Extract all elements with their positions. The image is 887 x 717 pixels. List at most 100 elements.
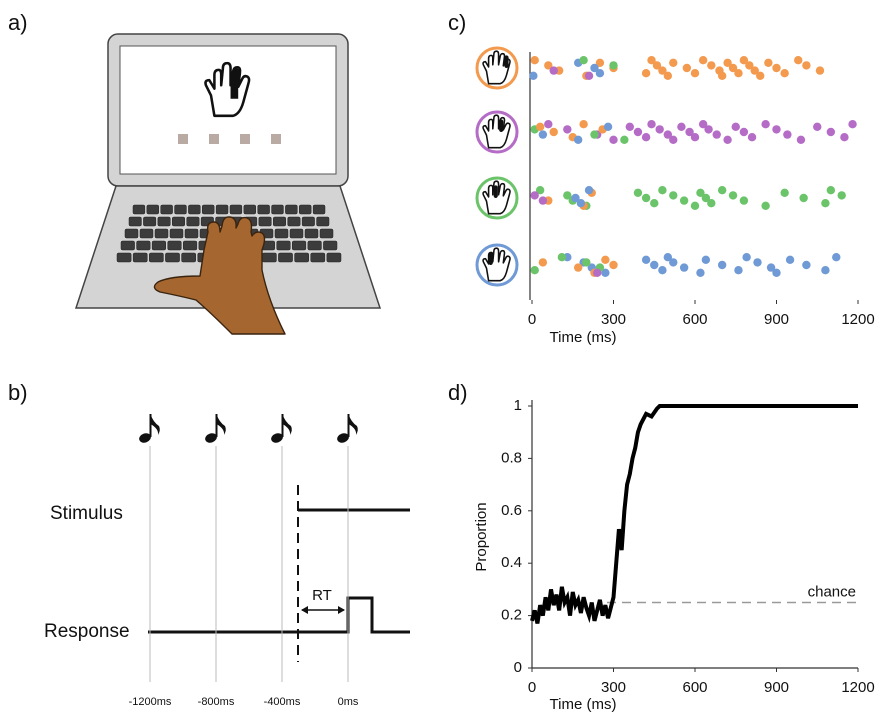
key (183, 241, 197, 250)
key (288, 217, 300, 226)
time-tick-label: -800ms (198, 696, 235, 708)
dot (531, 266, 539, 274)
dot (707, 61, 715, 69)
key (262, 253, 276, 262)
x-tick-label: 900 (764, 311, 789, 328)
key (182, 253, 196, 262)
y-tick-label: 1 (514, 397, 522, 414)
key (172, 217, 184, 226)
dot (536, 123, 544, 131)
dot (579, 120, 587, 128)
dot (772, 125, 780, 133)
dot (748, 133, 756, 141)
dot (563, 125, 571, 133)
time-tick-label: 0ms (338, 696, 359, 708)
dot (642, 69, 650, 77)
key (308, 241, 322, 250)
panel-label: d) (448, 380, 468, 405)
key (121, 241, 135, 250)
dot (539, 196, 547, 204)
dot (691, 69, 699, 77)
dot (544, 120, 552, 128)
cue-square (240, 134, 250, 144)
dot (539, 130, 547, 138)
key (258, 205, 270, 214)
key (299, 205, 311, 214)
key (155, 229, 168, 238)
dot (797, 136, 805, 144)
dot (827, 128, 835, 136)
cue-square (178, 134, 188, 144)
dot (574, 263, 582, 271)
panel-label: a) (8, 10, 28, 35)
time-tick-label: -400ms (264, 696, 301, 708)
dot (718, 186, 726, 194)
key (273, 217, 285, 226)
page: { "panel_labels": ["a)", "b)", "c)", "d)… (0, 0, 887, 717)
key (137, 241, 151, 250)
note-flag (283, 414, 292, 435)
y-tick-label: 0.6 (501, 502, 522, 519)
dot (761, 202, 769, 210)
x-tick-label: 300 (601, 679, 626, 696)
key (175, 205, 187, 214)
dot (634, 189, 642, 197)
dot (742, 253, 750, 261)
chance-label: chance (808, 583, 856, 600)
x-tick-label: 600 (682, 679, 707, 696)
dot (740, 196, 748, 204)
panel-label: b) (8, 380, 28, 405)
dot (704, 125, 712, 133)
dot (601, 256, 609, 264)
dot (680, 263, 688, 271)
dot (609, 261, 617, 269)
dot (650, 261, 658, 269)
key (230, 205, 242, 214)
y-tick-label: 0.4 (501, 554, 522, 571)
response-label: Response (44, 621, 130, 642)
dot (707, 199, 715, 207)
key (311, 253, 325, 262)
dot (626, 123, 634, 131)
dot (813, 123, 821, 131)
key (170, 229, 183, 238)
note-flag (349, 414, 358, 435)
dot (699, 56, 707, 64)
dot (821, 266, 829, 274)
figure: a) b) c) d) Stimulus Response RT -1200ms… (0, 0, 887, 717)
key (272, 205, 284, 214)
rt-label: RT (312, 587, 332, 604)
x-tick-label: 0 (528, 679, 536, 696)
dot (848, 120, 856, 128)
dot (723, 136, 731, 144)
dot (585, 186, 593, 194)
highlighted-finger (494, 185, 498, 198)
key (259, 217, 271, 226)
note-flag (217, 414, 226, 435)
dot (772, 64, 780, 72)
dot (658, 186, 666, 194)
timing-diagram: Stimulus Response RT -1200ms-800ms-400ms… (44, 414, 410, 708)
dot (655, 125, 663, 133)
key (133, 205, 145, 214)
key (117, 253, 131, 262)
dot (816, 66, 824, 74)
dot (550, 128, 558, 136)
dot (664, 72, 672, 80)
highlighted-finger (499, 119, 503, 132)
dot (702, 256, 710, 264)
dot (634, 128, 642, 136)
cue-square (271, 134, 281, 144)
key (140, 229, 153, 238)
dot (596, 69, 604, 77)
dot (802, 261, 810, 269)
key (323, 241, 337, 250)
dot (677, 123, 685, 131)
dot (680, 196, 688, 204)
highlighted-finger (489, 252, 493, 265)
key (149, 253, 163, 262)
key (161, 205, 173, 214)
dot (529, 72, 537, 80)
x-tick-label: 900 (764, 679, 789, 696)
dot (761, 120, 769, 128)
